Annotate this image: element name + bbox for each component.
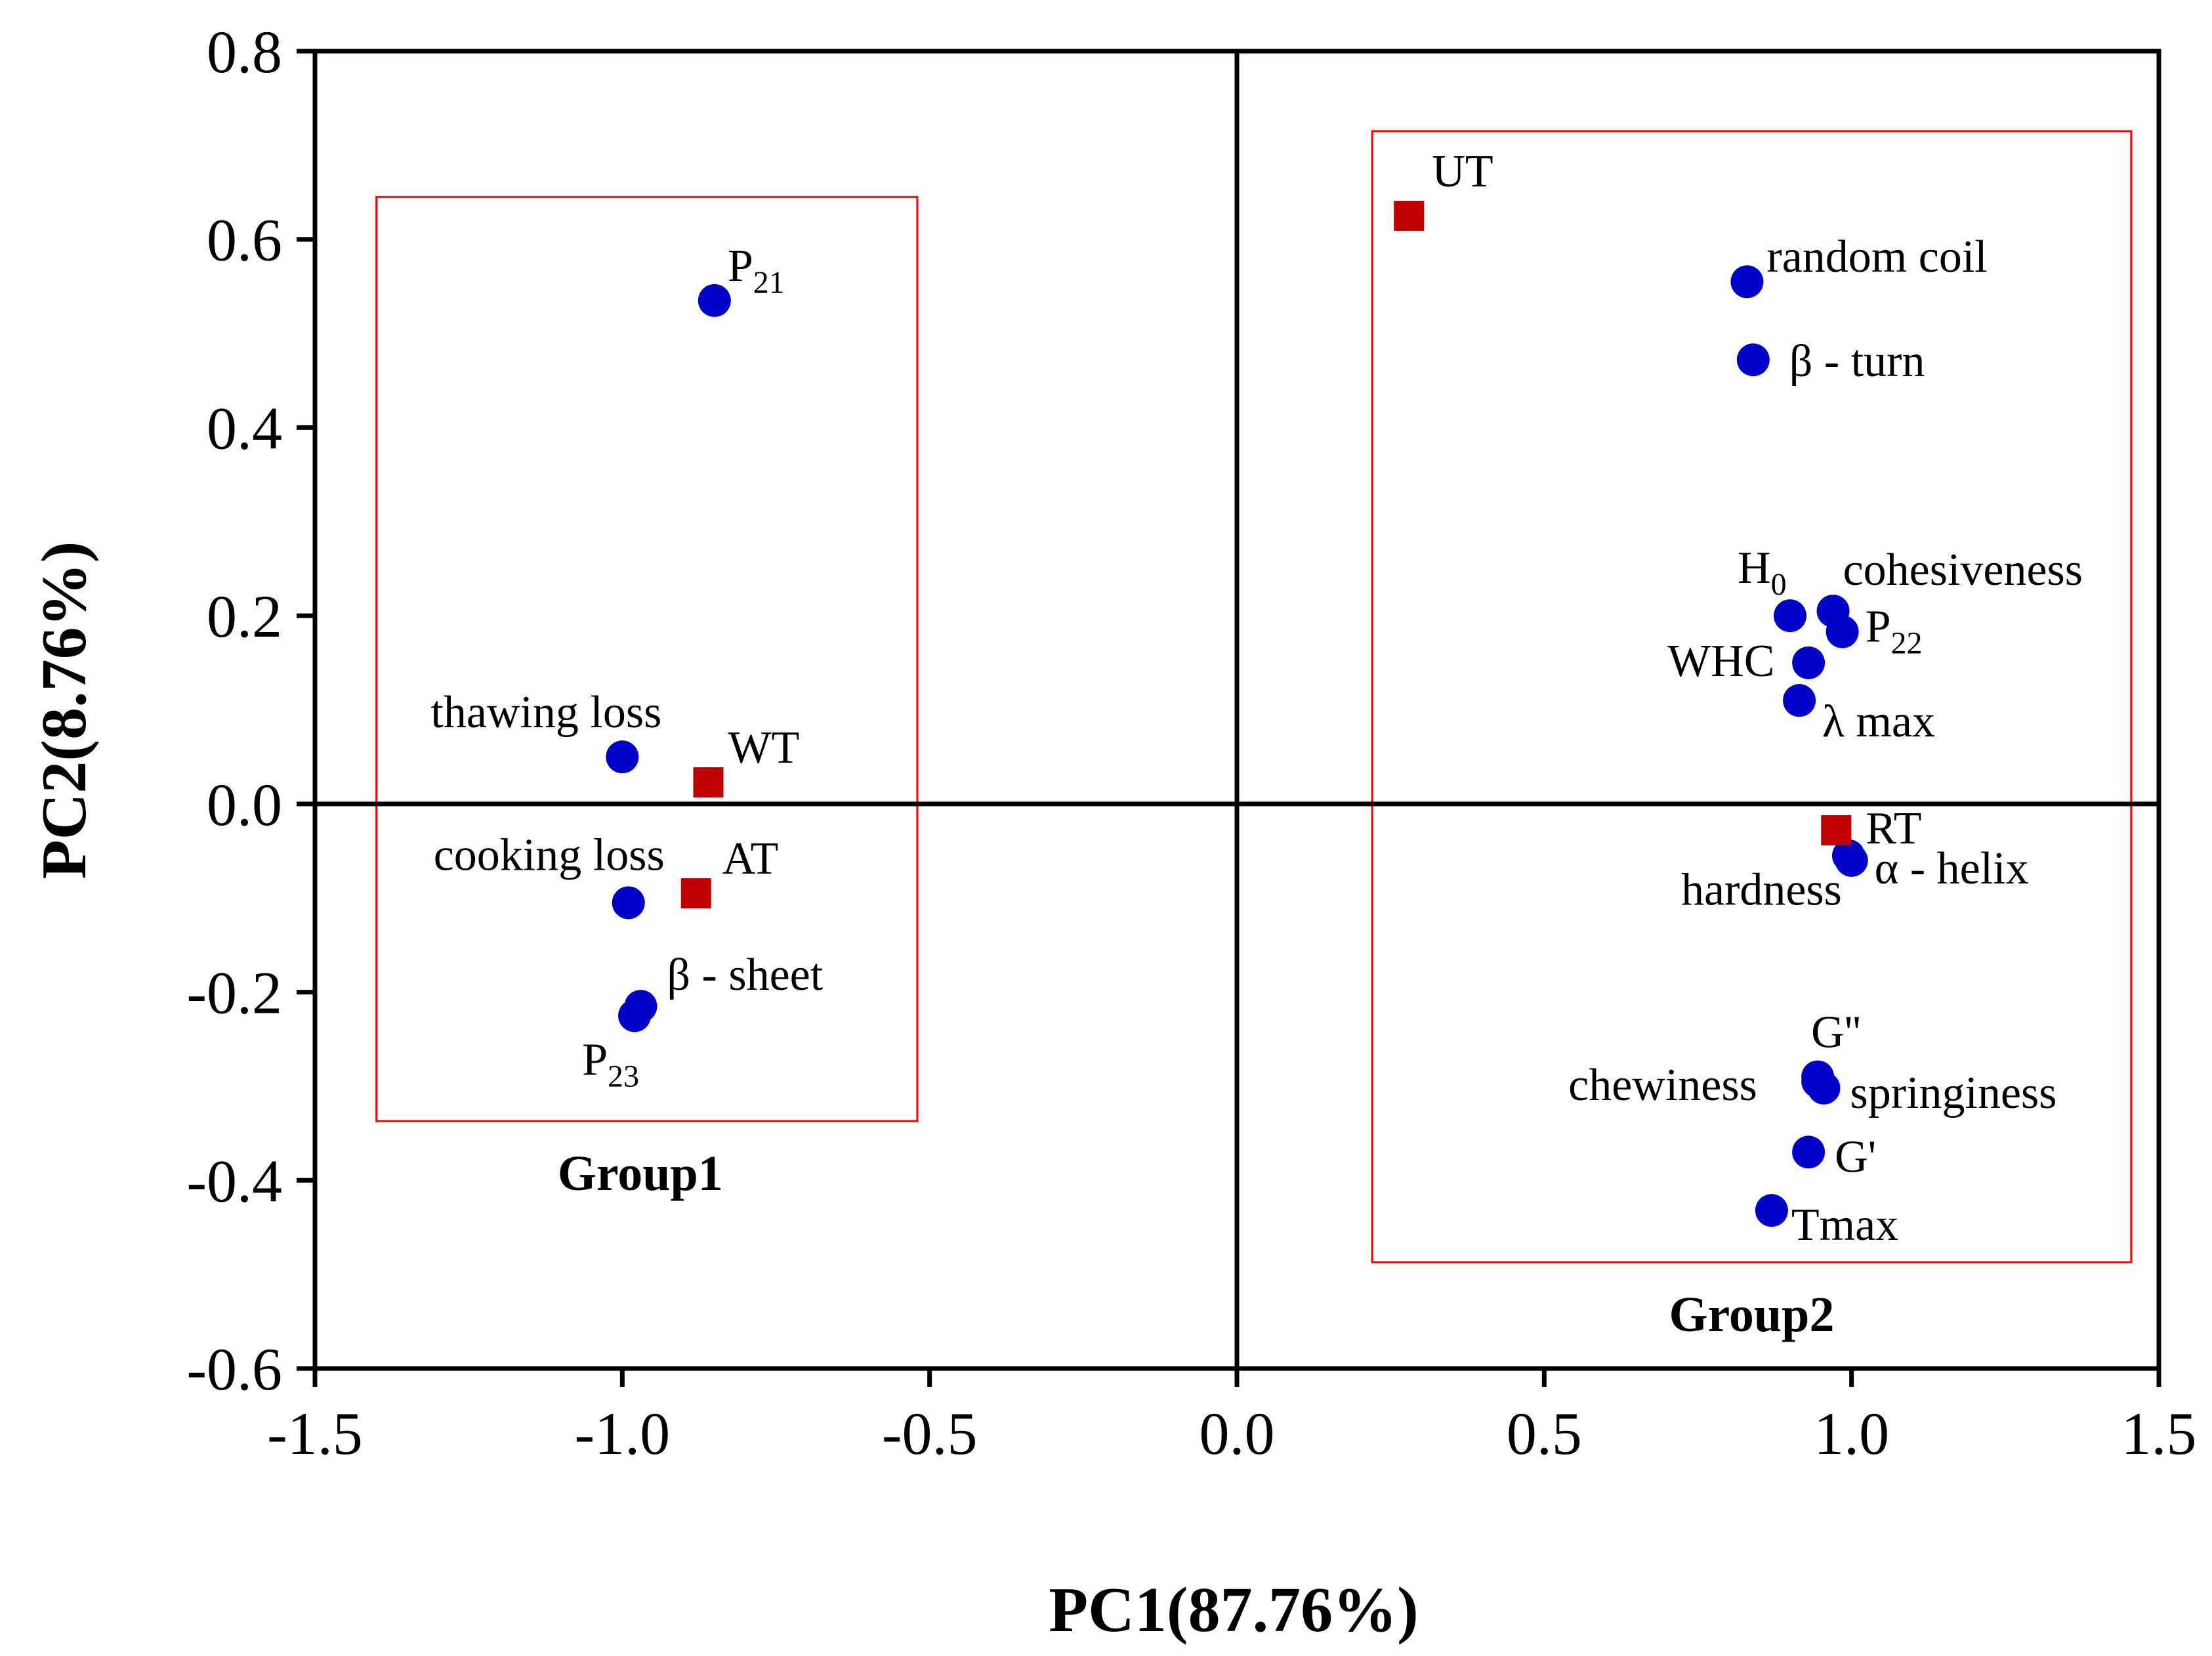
variable-label: cohesiveness [1843, 545, 2083, 595]
sample-point [1394, 200, 1425, 231]
variable-point [1831, 839, 1865, 872]
variable-point [606, 740, 639, 774]
variable-point [618, 999, 652, 1032]
group-label: Group2 [1669, 1287, 1834, 1342]
variable-label: P21 [728, 241, 785, 300]
y-tick-label: 0.0 [207, 771, 282, 838]
sample-label: UT [1432, 146, 1493, 197]
variable-label: H0 [1738, 543, 1787, 602]
y-tick-label: -0.6 [186, 1336, 282, 1403]
variable-label: thawing loss [430, 687, 661, 738]
tick-labels: -1.5 -1.0 -0.5 0.0 0.5 1.0 1.5 0.8 0.6 0.4 0.2 0.0 -… [186, 18, 2196, 1467]
y-tick-label: 0.6 [207, 207, 282, 274]
x-tick-label: 0.5 [1507, 1400, 1582, 1467]
x-tick-label: 0.0 [1200, 1400, 1275, 1467]
variable-label: chewiness [1568, 1060, 1757, 1111]
variable-point [1730, 265, 1764, 299]
variable-label: cooking loss [434, 830, 665, 880]
sample-point [680, 878, 711, 909]
variable-label: β - sheet [667, 950, 823, 1000]
variable-point [1826, 615, 1859, 648]
group-label: Group1 [558, 1146, 723, 1201]
sample-point [1821, 815, 1852, 845]
variable-label: WHC [1667, 636, 1774, 687]
group-boxes: Group1 Group2 [375, 130, 2133, 1342]
axes [297, 49, 2161, 1387]
variable-label: hardness [1681, 865, 1842, 916]
x-tick-label: -1.5 [267, 1400, 363, 1467]
sample-label: WT [728, 723, 799, 773]
variable-point [698, 284, 731, 317]
y-tick-label: 0.4 [207, 394, 282, 461]
variable-label: G'' [1811, 1008, 1861, 1058]
y-tick-label: 0.2 [207, 583, 282, 650]
group-box [375, 196, 919, 1122]
variable-label: β - turn [1789, 336, 1925, 387]
point-labels: P21 thawing loss cooking loss β - sheet P23 r… [430, 146, 2083, 1250]
variable-label: Tmax [1791, 1200, 1898, 1250]
x-tick-label: -0.5 [882, 1400, 978, 1467]
sample-label: RT [1866, 803, 1921, 854]
variable-label: α - helix [1875, 843, 2029, 894]
variable-label: random coil [1766, 232, 1987, 282]
x-axis-title: PC1(87.76%) [1049, 1575, 1418, 1645]
variable-label: P22 [1866, 602, 1923, 661]
variable-point [1736, 343, 1770, 377]
x-tick-label: 1.0 [1814, 1400, 1889, 1467]
y-tick-label: -0.2 [186, 960, 282, 1027]
variable-label: λ max [1822, 696, 1935, 747]
sample-point [693, 767, 724, 797]
y-axis-title: PC2(8.76%) [29, 541, 100, 879]
variable-label: G' [1835, 1132, 1876, 1182]
data-points [606, 200, 1868, 1227]
variable-point [1807, 1071, 1841, 1105]
y-tick-label: -0.4 [186, 1147, 282, 1214]
variable-label: P23 [582, 1034, 639, 1093]
variable-point [1783, 684, 1816, 717]
variable-point [1774, 599, 1806, 633]
y-tick-label: 0.8 [207, 18, 282, 85]
variable-point [612, 886, 645, 920]
variable-label: springiness [1850, 1068, 2057, 1118]
variable-point [1755, 1194, 1788, 1227]
x-tick-label: -1.0 [575, 1400, 671, 1467]
variable-point [1792, 646, 1826, 679]
sample-label: AT [722, 834, 779, 884]
variable-point [1792, 1136, 1826, 1169]
group-box [1371, 130, 2133, 1263]
x-tick-label: 1.5 [2121, 1400, 2197, 1467]
